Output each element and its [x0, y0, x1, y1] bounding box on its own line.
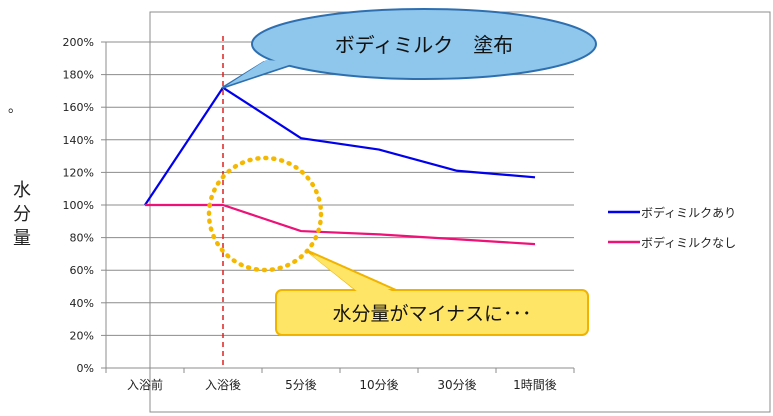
callout-top-tail-fill	[226, 60, 298, 86]
callout-bottom-text: 水分量がマイナスに･･･	[332, 303, 531, 325]
y-tick-label: 180%	[63, 69, 94, 82]
x-tick-label: 入浴前	[127, 377, 163, 392]
y-axis-title: 水 分 量	[13, 180, 31, 249]
y-tick-label: 100%	[63, 199, 94, 212]
y-tick-label: 140%	[63, 134, 94, 147]
y-tick-label: 0%	[77, 362, 94, 375]
callout-bottom: 水分量がマイナスに･･･	[275, 249, 589, 336]
y-tick-label: 160%	[63, 101, 94, 114]
y-tick-label: 40%	[70, 297, 94, 310]
series-line-0	[144, 86, 536, 206]
y-axis-title-char: 量	[13, 228, 31, 249]
legend-label: ボディミルクなし	[641, 235, 736, 250]
y-axis-title-char: 分	[13, 204, 31, 225]
stray-mark: 。	[8, 100, 22, 116]
y-tick-label: 200%	[63, 36, 94, 49]
callout-top-text: ボディミルク 塗布	[335, 33, 514, 57]
callout-bottom-box	[275, 289, 589, 336]
y-tick-labels: 0% 20% 40% 60% 80% 100% 120% 140% 160% 180% 200%	[63, 36, 94, 375]
callout-top: ボディミルク 塗布	[221, 8, 597, 89]
x-tick-label: 1時間後	[513, 378, 557, 392]
y-tick-label: 120%	[63, 166, 94, 179]
x-tick-label: 入浴後	[205, 378, 241, 392]
x-tick-label: 5分後	[285, 378, 317, 392]
y-tick-label: 60%	[70, 264, 94, 277]
highlight-circle	[206, 155, 324, 273]
callout-bottom-tail-fill	[310, 254, 394, 292]
y-axis-title-char: 水	[13, 180, 31, 201]
x-tick-labels: 入浴前 入浴後 5分後 10分後 30分後 1時間後	[127, 377, 557, 392]
x-tick-label: 30分後	[437, 378, 476, 392]
y-tick-label: 20%	[70, 329, 94, 342]
legend-label: ボディミルクあり	[641, 205, 736, 220]
y-tick-label: 80%	[70, 232, 94, 245]
x-tick-label: 10分後	[359, 378, 398, 392]
callout-top-bubble	[251, 8, 597, 80]
